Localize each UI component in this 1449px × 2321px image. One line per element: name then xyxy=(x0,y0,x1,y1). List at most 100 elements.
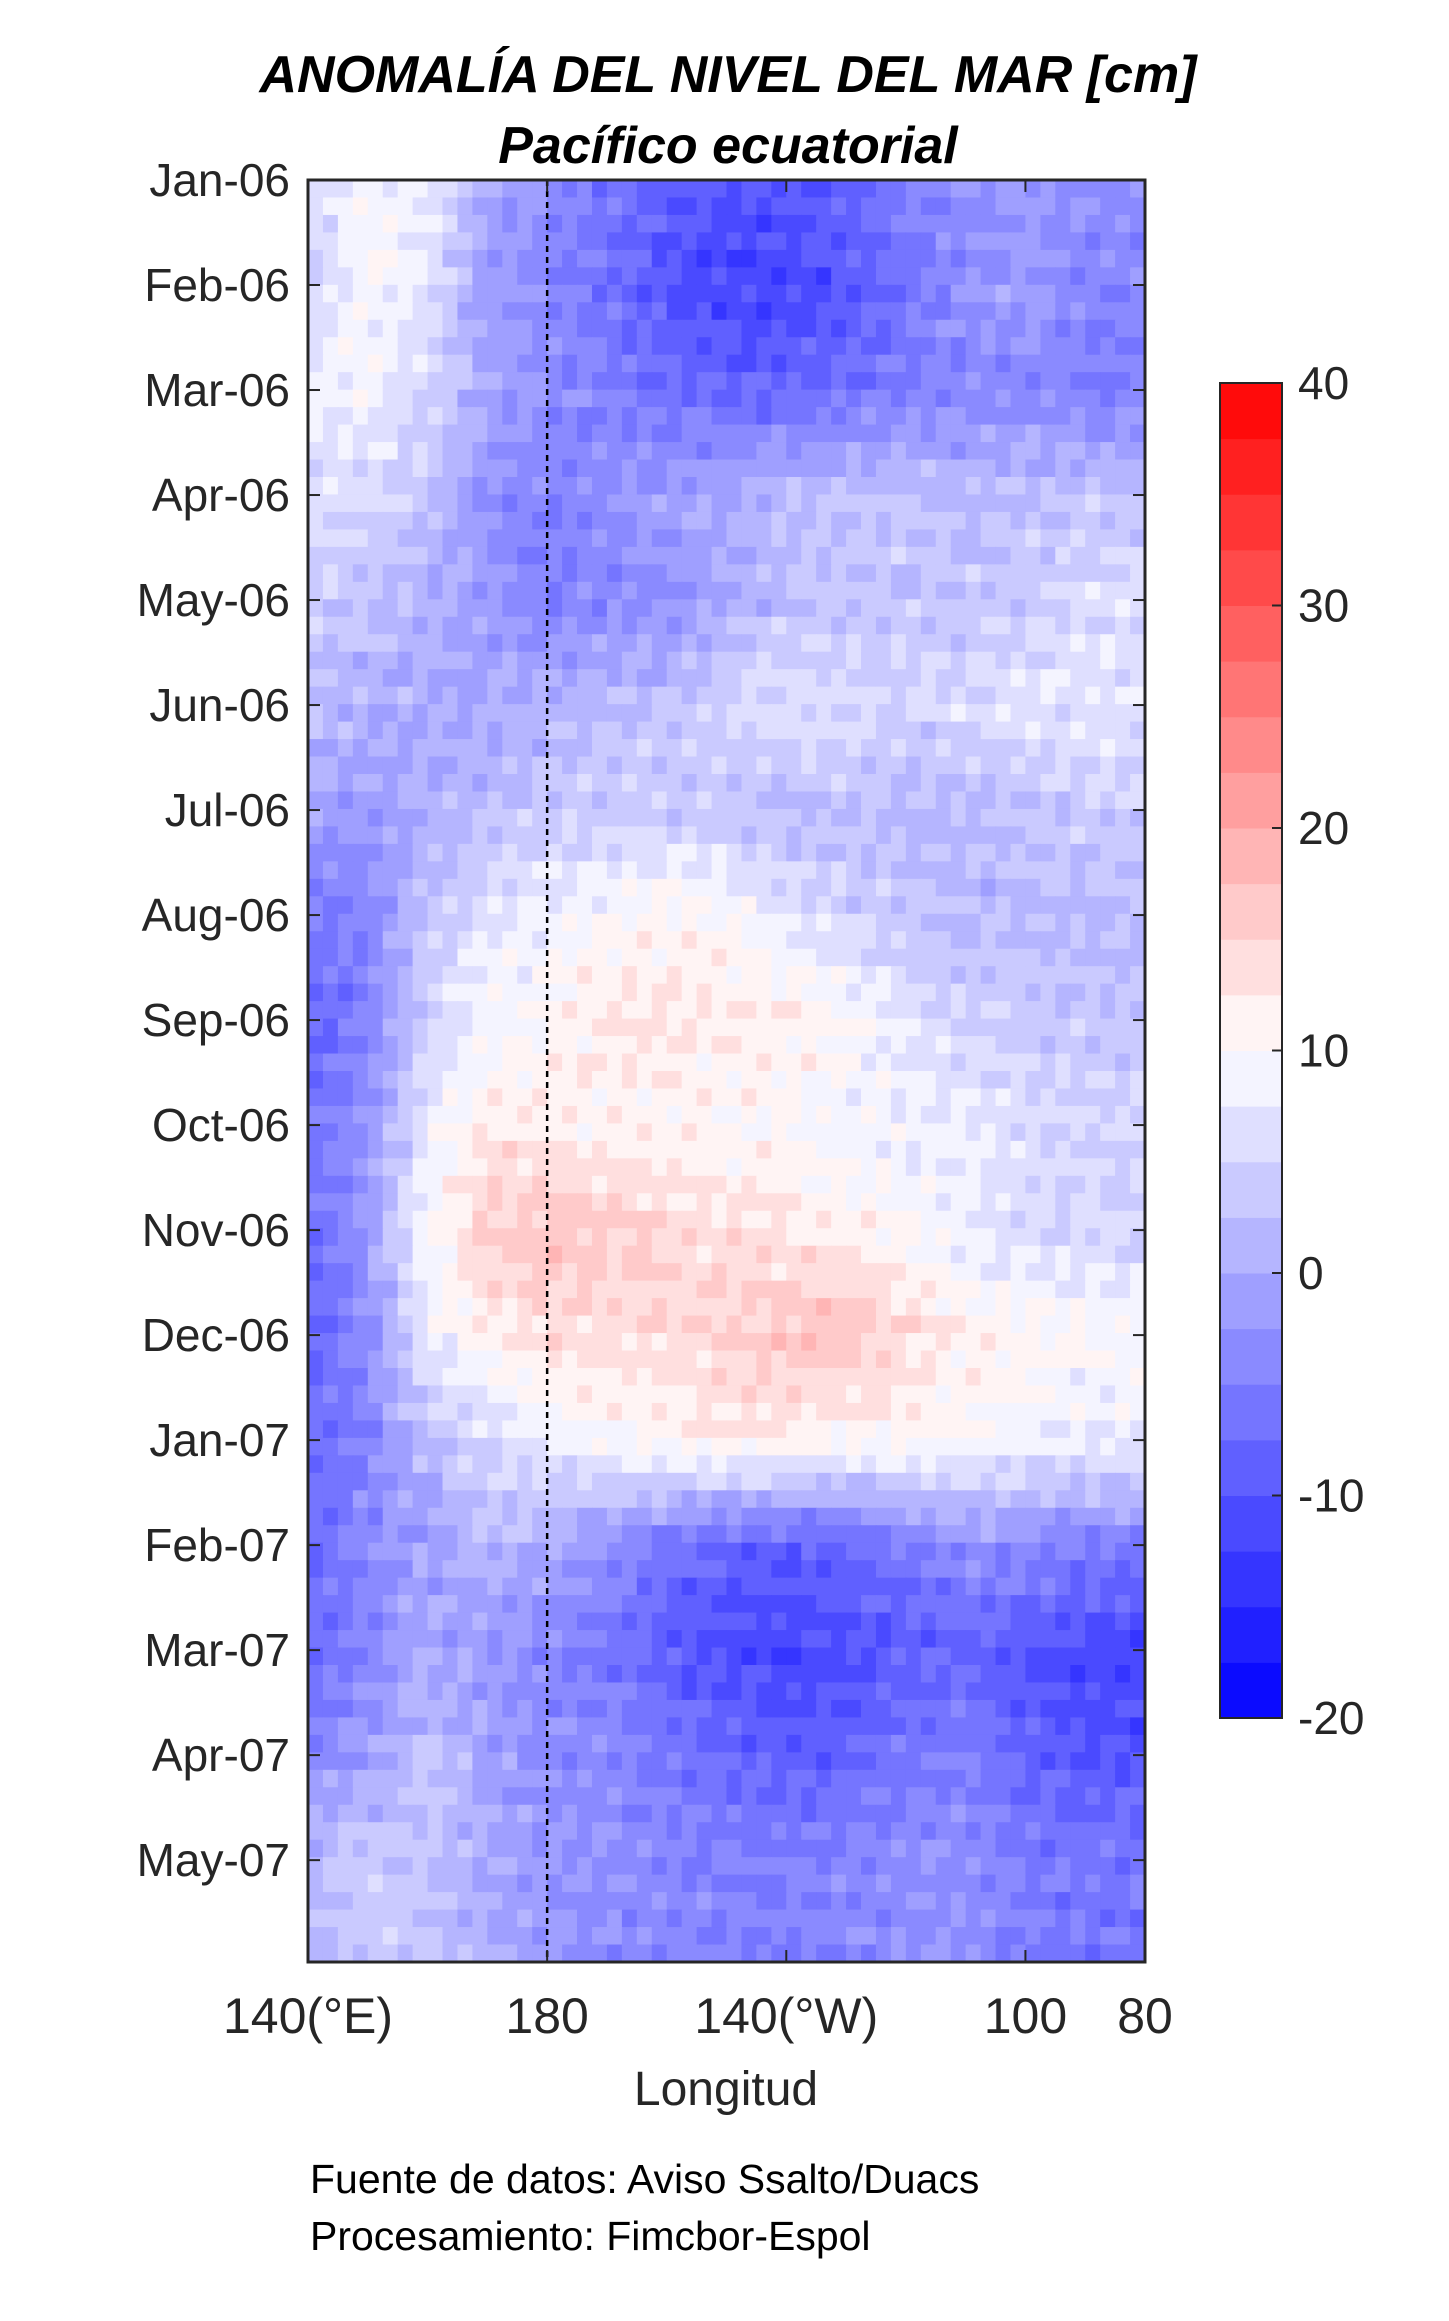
heatmap-cell xyxy=(741,1105,757,1125)
heatmap-cell xyxy=(696,389,713,408)
heatmap-cell xyxy=(472,249,488,268)
heatmap-cell xyxy=(875,581,892,600)
heatmap-cell xyxy=(681,913,698,932)
heatmap-cell xyxy=(322,1595,339,1614)
heatmap-cell xyxy=(1025,319,1041,338)
heatmap-cell xyxy=(681,319,698,338)
heatmap-cell xyxy=(577,1193,593,1212)
heatmap-cell xyxy=(1085,442,1101,461)
heatmap-cell xyxy=(606,1560,623,1579)
heatmap-cell xyxy=(890,843,907,862)
heatmap-cell xyxy=(816,1437,832,1456)
heatmap-cell xyxy=(606,407,623,426)
heatmap-cell xyxy=(980,599,997,618)
heatmap-cell xyxy=(1040,477,1056,496)
heatmap-cell xyxy=(711,1490,728,1509)
heatmap-cell xyxy=(487,861,503,880)
heatmap-cell xyxy=(756,686,772,705)
heatmap-cell xyxy=(337,1420,354,1439)
heatmap-cell xyxy=(427,214,444,234)
heatmap-cell xyxy=(666,843,683,862)
heatmap-cell xyxy=(1055,634,1071,653)
heatmap-cell xyxy=(786,1263,802,1282)
heatmap-cell xyxy=(771,1507,787,1526)
heatmap-cell xyxy=(920,1490,937,1509)
heatmap-cell xyxy=(786,704,802,723)
heatmap-cell xyxy=(442,1455,459,1474)
heatmap-cell xyxy=(308,1525,324,1544)
heatmap-cell xyxy=(756,1263,772,1282)
heatmap-cell xyxy=(905,774,922,793)
heatmap-cell xyxy=(816,1001,832,1020)
heatmap-cell xyxy=(352,651,369,670)
heatmap-cell xyxy=(920,1071,937,1090)
heatmap-cell xyxy=(846,1123,862,1142)
heatmap-cell xyxy=(1130,1665,1146,1684)
heatmap-cell xyxy=(756,1298,772,1317)
heatmap-cell xyxy=(547,1385,563,1404)
heatmap-cell xyxy=(711,1402,728,1422)
heatmap-cell xyxy=(517,931,533,950)
heatmap-cell xyxy=(382,1036,399,1055)
heatmap-cell xyxy=(905,232,922,251)
heatmap-cell xyxy=(696,1228,713,1247)
heatmap-cell xyxy=(308,511,324,531)
heatmap-cell xyxy=(1010,1105,1027,1125)
heatmap-cell xyxy=(562,1437,578,1456)
heatmap-cell xyxy=(1100,739,1116,758)
heatmap-cell xyxy=(412,1455,429,1474)
heatmap-cell xyxy=(666,1228,683,1247)
heatmap-cell xyxy=(756,1385,772,1404)
heatmap-cell xyxy=(502,1298,518,1317)
heatmap-cell xyxy=(352,1577,369,1596)
heatmap-cell xyxy=(532,1193,548,1212)
heatmap-cell xyxy=(562,1612,578,1631)
heatmap-cell xyxy=(382,616,399,635)
heatmap-cell xyxy=(801,878,817,897)
heatmap-cell xyxy=(517,896,533,915)
heatmap-cell xyxy=(517,1560,533,1579)
heatmap-cell xyxy=(472,1542,488,1561)
heatmap-cell xyxy=(995,878,1012,897)
heatmap-cell xyxy=(367,1140,384,1159)
heatmap-cell xyxy=(591,1245,608,1264)
heatmap-cell xyxy=(1070,669,1086,688)
heatmap-cell xyxy=(1130,1036,1146,1055)
heatmap-cell xyxy=(1070,407,1086,426)
heatmap-cell xyxy=(382,1630,399,1649)
heatmap-cell xyxy=(562,1560,578,1579)
heatmap-cell xyxy=(442,669,459,688)
heatmap-cell xyxy=(337,1542,354,1561)
heatmap-cell xyxy=(621,372,638,391)
heatmap-cell xyxy=(950,1315,967,1334)
heatmap-cell xyxy=(412,913,429,932)
heatmap-cell xyxy=(905,494,922,513)
heatmap-cell xyxy=(1085,1525,1101,1544)
heatmap-cell xyxy=(651,983,668,1002)
heatmap-cell xyxy=(308,1402,324,1422)
heatmap-cell xyxy=(517,1368,533,1387)
heatmap-cell xyxy=(308,424,324,443)
heatmap-cell xyxy=(457,1280,474,1299)
heatmap-cell xyxy=(636,1280,653,1299)
heatmap-cell xyxy=(875,1472,892,1491)
heatmap-cell xyxy=(547,774,563,793)
heatmap-cell xyxy=(1055,1333,1071,1352)
heatmap-cell xyxy=(1010,372,1027,391)
heatmap-cell xyxy=(1115,389,1131,408)
heatmap-cell xyxy=(532,459,548,478)
heatmap-cell xyxy=(801,389,817,408)
heatmap-cell xyxy=(905,1123,922,1142)
heatmap-cell xyxy=(308,1193,324,1212)
heatmap-cell xyxy=(1055,686,1071,705)
heatmap-cell xyxy=(696,372,713,391)
heatmap-cell xyxy=(397,1263,414,1282)
heatmap-cell xyxy=(950,634,967,653)
heatmap-cell xyxy=(1130,931,1146,950)
heatmap-cell xyxy=(696,931,713,950)
heatmap-cell xyxy=(801,1071,817,1090)
heatmap-cell xyxy=(861,1263,877,1282)
heatmap-cell xyxy=(905,913,922,932)
heatmap-cell xyxy=(1130,1071,1146,1090)
heatmap-cell xyxy=(427,1210,444,1229)
